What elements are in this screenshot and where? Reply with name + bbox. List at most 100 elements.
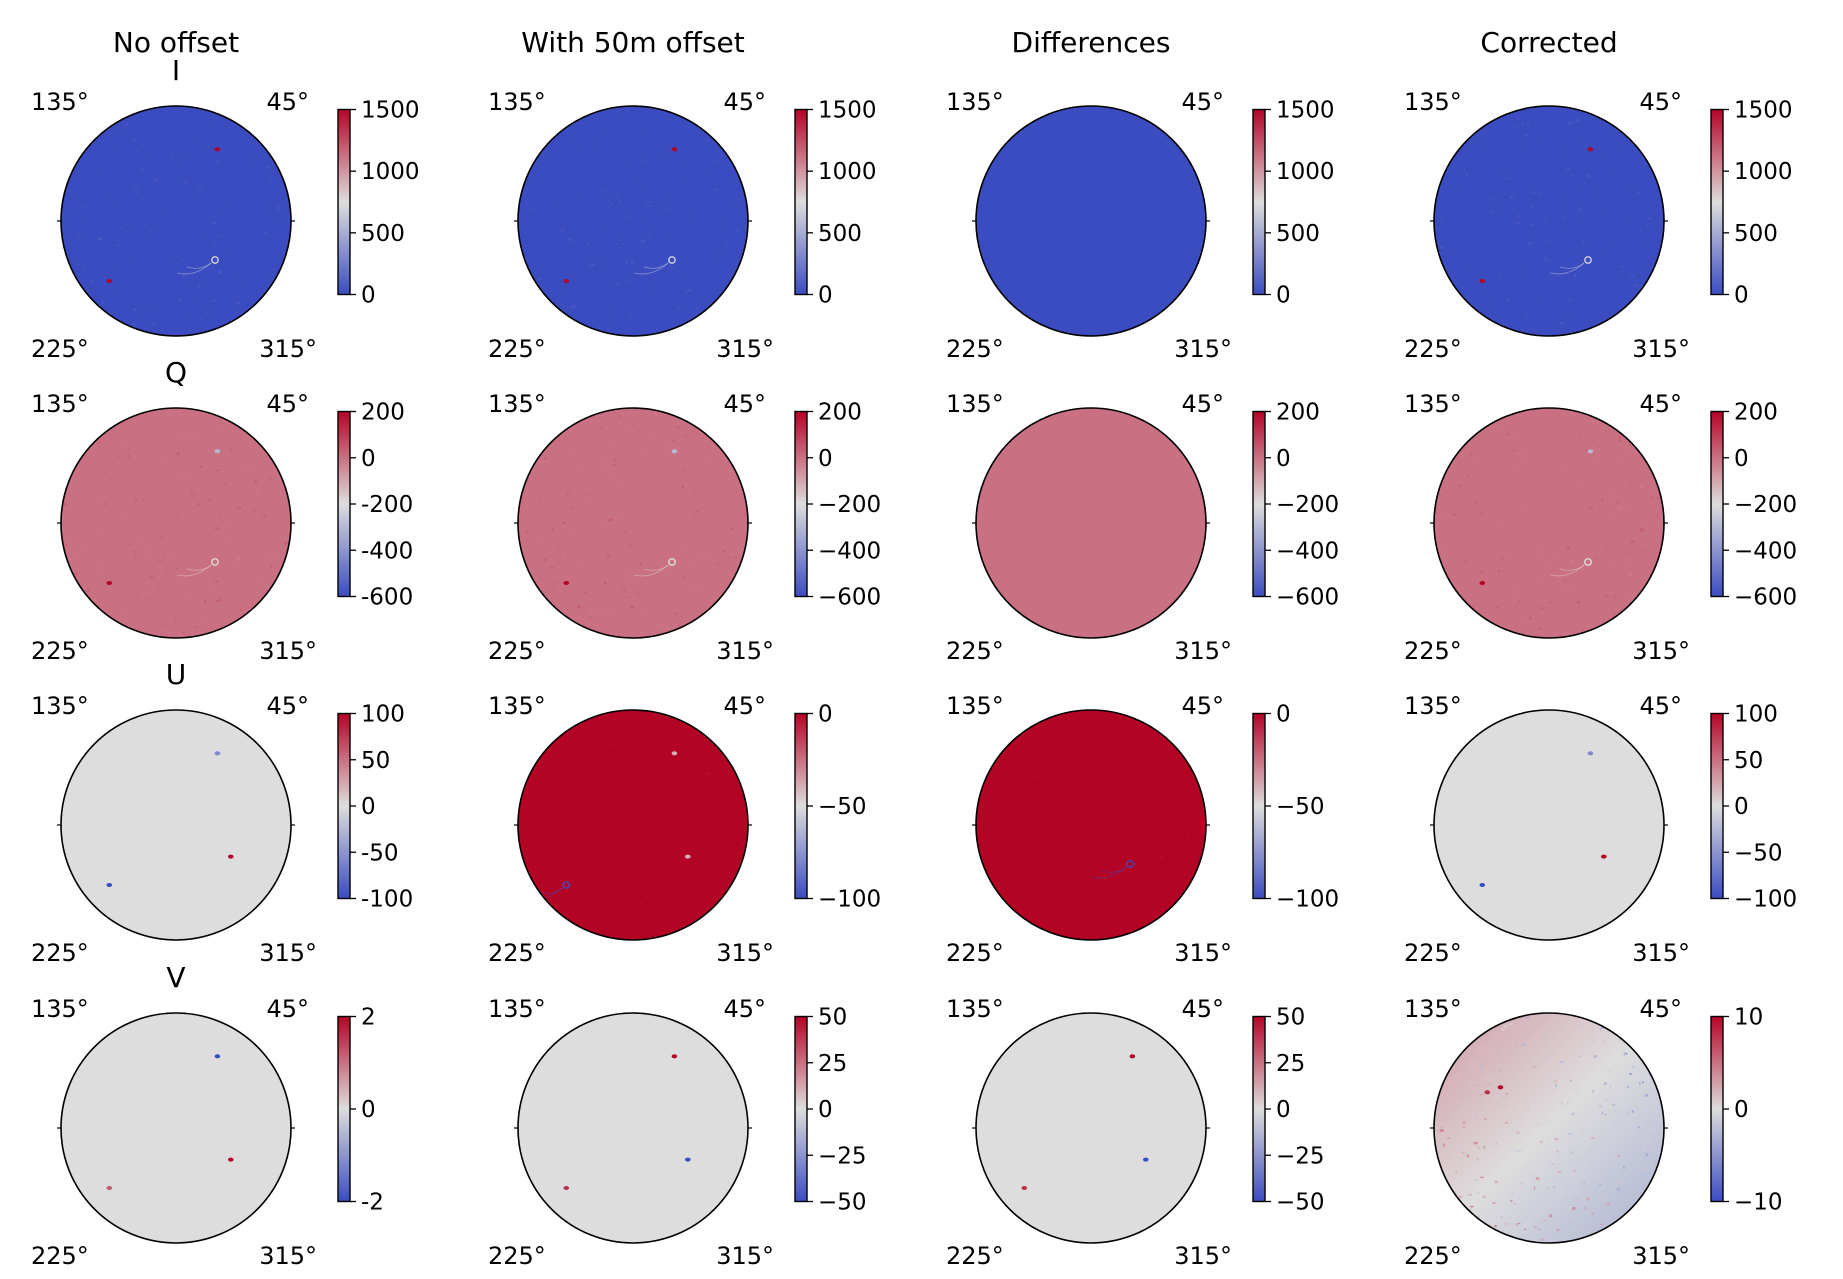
- colorbar-tick-label: 500: [818, 221, 862, 247]
- colorbar: 0 500 1000 1500: [794, 98, 877, 309]
- source-spot: [563, 581, 570, 585]
- azimuth-label: 315°: [259, 1242, 317, 1270]
- colorbar-tick-label: −50: [1734, 840, 1783, 866]
- azimuth-label: 45°: [1639, 390, 1682, 418]
- azimuth-label: 225°: [488, 637, 546, 665]
- colorbar-tick-label: 50: [1276, 1005, 1305, 1031]
- source-spot: [214, 1054, 221, 1059]
- azimuth-label: 225°: [1404, 939, 1462, 967]
- colorbar: −50 −25 0 25 50: [1252, 1005, 1325, 1216]
- source-spot: [214, 449, 221, 454]
- colorbar-tick-label: 0: [1734, 794, 1749, 820]
- colorbar-tick-label: 0: [818, 283, 833, 309]
- map-disk: [1434, 106, 1664, 336]
- colorbar: 0 500 1000 1500: [337, 98, 420, 309]
- source-spot: [671, 751, 678, 756]
- map-panel: 135° 45° 225° 315° −50 −25 0 25 50: [488, 995, 867, 1270]
- azimuth-label: 315°: [259, 939, 317, 967]
- colorbar-tick-label: −400: [1276, 538, 1339, 564]
- colorbar-tick-label: −100: [818, 887, 881, 913]
- azimuth-label: 225°: [31, 637, 89, 665]
- colorbar-tick-label: −50: [1276, 794, 1325, 820]
- azimuth-label: 315°: [716, 1242, 774, 1270]
- azimuth-label: 225°: [946, 939, 1004, 967]
- colorbar: −600 −400 −200 0 200: [794, 400, 881, 611]
- map-panel: 135° 45° 225° 315° -2 0 2: [31, 995, 384, 1270]
- colorbar: -2 0 2: [337, 1005, 384, 1216]
- map-panel: 135° 45° 225° 315° 0 500 1000 1500: [1404, 88, 1793, 363]
- azimuth-label: 135°: [946, 88, 1004, 116]
- colorbar: −600 −400 −200 0 200: [1710, 400, 1797, 611]
- source-spot: [563, 1186, 570, 1190]
- azimuth-label: 225°: [488, 939, 546, 967]
- azimuth-label: 135°: [488, 390, 546, 418]
- colorbar-tick-label: 0: [1734, 1097, 1749, 1123]
- source-spot: [228, 854, 234, 859]
- azimuth-label: 315°: [1632, 335, 1690, 363]
- colorbar-tick-label: 1000: [361, 159, 420, 185]
- azimuth-label: 315°: [716, 939, 774, 967]
- map-panel: 135° 45° 225° 315° −100 −50 0: [488, 692, 881, 967]
- column-title: Differences: [1011, 26, 1171, 59]
- row-label: U: [165, 658, 187, 691]
- azimuth-label: 315°: [1174, 939, 1232, 967]
- colorbar-tick-label: 25: [818, 1051, 847, 1077]
- source-spot: [228, 1157, 234, 1162]
- source-spot: [106, 1186, 113, 1190]
- map-disk: [61, 1013, 291, 1243]
- colorbar-tick-label: 0: [1276, 1097, 1291, 1123]
- colorbar-tick-label: -100: [361, 887, 413, 913]
- colorbar: -600 -400 -200 0 200: [337, 400, 413, 611]
- source-spot: [1479, 279, 1486, 283]
- source-spot: [1601, 854, 1607, 859]
- map-disk: [976, 106, 1206, 336]
- azimuth-label: 45°: [723, 390, 766, 418]
- map-panel: 135° 45° 225° 315° −600 −400 −200 0 200: [1404, 390, 1797, 665]
- colorbar-tick-label: -400: [361, 538, 413, 564]
- colorbar-tick-label: -2: [361, 1190, 384, 1216]
- map-panel: 135° 45° 225° 315° 0 500 1000 1500: [946, 88, 1335, 363]
- colorbar-tick-label: 0: [1276, 446, 1291, 472]
- colorbar-tick-label: −600: [1276, 585, 1339, 611]
- azimuth-label: 225°: [1404, 1242, 1462, 1270]
- azimuth-label: 135°: [488, 692, 546, 720]
- map-disk: [1434, 710, 1664, 940]
- azimuth-label: 225°: [946, 335, 1004, 363]
- colorbar-tick-label: 0: [1276, 702, 1291, 728]
- source-spot: [106, 279, 113, 283]
- azimuth-label: 315°: [716, 637, 774, 665]
- azimuth-label: 315°: [259, 335, 317, 363]
- azimuth-label: 45°: [266, 390, 309, 418]
- colorbar-tick-label: 1500: [361, 98, 420, 124]
- azimuth-label: 45°: [1639, 692, 1682, 720]
- map-disk: [976, 710, 1206, 940]
- map-panel: 135° 45° 225° 315° −50 −25 0 25 50: [946, 995, 1325, 1270]
- azimuth-label: 135°: [1404, 995, 1462, 1023]
- map-panel: 135° 45° 225° 315° −100 −50 0: [946, 692, 1339, 967]
- azimuth-label: 135°: [1404, 692, 1462, 720]
- azimuth-label: 45°: [723, 88, 766, 116]
- map-panel: 135° 45° 225° 315° -100 -50 0 50 100: [31, 692, 413, 967]
- azimuth-label: 45°: [1181, 692, 1224, 720]
- colorbar-tick-label: 200: [1734, 400, 1778, 426]
- azimuth-label: 135°: [31, 692, 89, 720]
- colorbar-tick-label: −50: [818, 1190, 867, 1216]
- source-spot: [106, 883, 113, 887]
- source-ring: [211, 558, 219, 566]
- colorbar-tick-label: 0: [361, 283, 376, 309]
- source-spot: [563, 279, 570, 283]
- colorbar-tick-label: 10: [1734, 1005, 1763, 1031]
- azimuth-label: 45°: [1181, 995, 1224, 1023]
- azimuth-label: 225°: [31, 939, 89, 967]
- azimuth-label: 135°: [488, 88, 546, 116]
- map-panel: 135° 45° 225° 315° 0 500 1000 1500: [488, 88, 877, 363]
- azimuth-label: 315°: [1174, 1242, 1232, 1270]
- column-title: Corrected: [1480, 26, 1618, 59]
- colorbar-tick-label: −200: [1734, 492, 1797, 518]
- colorbar-tick-label: 1000: [818, 159, 877, 185]
- azimuth-label: 225°: [31, 335, 89, 363]
- colorbar-tick-label: -200: [361, 492, 413, 518]
- map-disk: [1434, 1013, 1664, 1243]
- colorbar-tick-label: -50: [361, 840, 399, 866]
- azimuth-label: 135°: [1404, 390, 1462, 418]
